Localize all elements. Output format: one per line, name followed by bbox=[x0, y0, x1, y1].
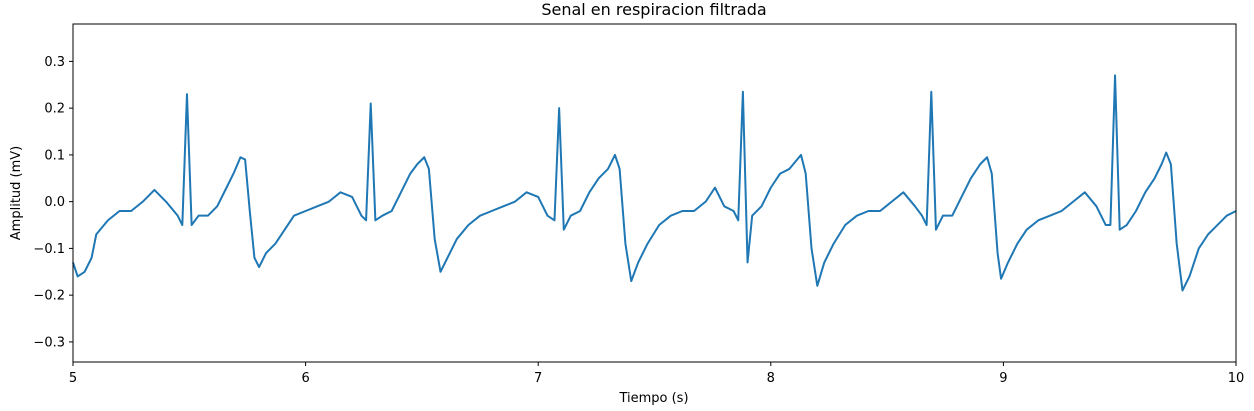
chart-title: Senal en respiracion filtrada bbox=[541, 0, 766, 19]
y-tick-label: 0.2 bbox=[44, 102, 65, 117]
y-tick-label: −0.2 bbox=[33, 289, 65, 304]
x-tick-label: 6 bbox=[301, 371, 309, 386]
x-tick-label: 10 bbox=[1228, 371, 1245, 386]
x-tick-label: 8 bbox=[767, 371, 775, 386]
y-tick-label: 0.1 bbox=[44, 148, 65, 163]
y-tick-label: −0.1 bbox=[33, 242, 65, 257]
y-tick-label: −0.3 bbox=[33, 335, 65, 350]
y-tick-label: 0.0 bbox=[44, 195, 65, 210]
x-axis-label: Tiempo (s) bbox=[618, 391, 688, 406]
y-tick-label: 0.3 bbox=[44, 55, 65, 70]
x-tick-label: 7 bbox=[534, 371, 542, 386]
x-tick-label: 5 bbox=[69, 371, 77, 386]
signal-line bbox=[72, 74, 1237, 292]
y-axis-label: Amplitud (mV) bbox=[9, 146, 24, 240]
plot-frame bbox=[72, 23, 1237, 363]
x-tick-label: 9 bbox=[999, 371, 1007, 386]
